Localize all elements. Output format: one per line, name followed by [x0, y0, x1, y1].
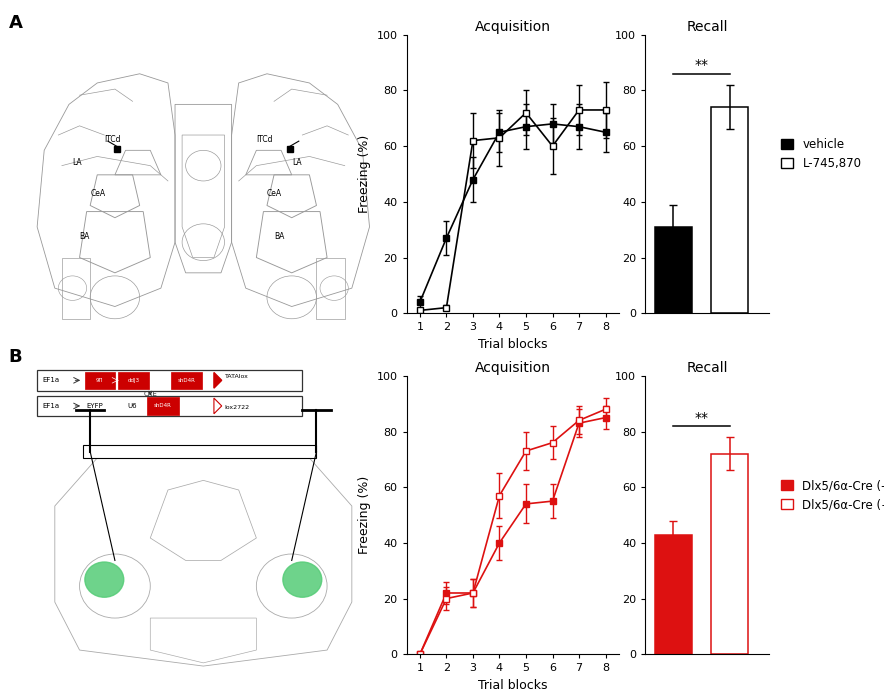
Y-axis label: Freezing (%): Freezing (%) — [358, 135, 371, 213]
Text: BA: BA — [80, 232, 90, 241]
Text: ddJ3: ddJ3 — [127, 378, 140, 383]
Title: Recall: Recall — [687, 361, 728, 374]
Text: **: ** — [695, 58, 709, 72]
Text: EYFP: EYFP — [87, 403, 103, 409]
Text: **: ** — [695, 411, 709, 425]
FancyBboxPatch shape — [147, 397, 179, 415]
FancyBboxPatch shape — [83, 445, 316, 458]
Text: EF1a: EF1a — [42, 403, 59, 409]
Bar — [712, 454, 748, 654]
Text: TATAlox: TATAlox — [225, 374, 248, 379]
FancyBboxPatch shape — [171, 372, 202, 389]
Text: LA: LA — [293, 158, 302, 167]
Text: B: B — [9, 348, 22, 366]
Text: CeA: CeA — [90, 189, 105, 198]
X-axis label: Trial blocks: Trial blocks — [478, 338, 547, 351]
Text: BA: BA — [274, 232, 285, 241]
Circle shape — [85, 562, 124, 597]
Y-axis label: Freezing (%): Freezing (%) — [358, 476, 371, 554]
Title: Recall: Recall — [687, 19, 728, 33]
Legend: Dlx5/6α-Cre (-), Dlx5/6α-Cre (+): Dlx5/6α-Cre (-), Dlx5/6α-Cre (+) — [781, 479, 884, 511]
FancyBboxPatch shape — [37, 370, 302, 390]
FancyBboxPatch shape — [37, 395, 302, 416]
Text: CeA: CeA — [267, 189, 282, 198]
Title: Acquisition: Acquisition — [475, 19, 551, 33]
Text: U6: U6 — [127, 403, 137, 409]
Text: CRE: CRE — [143, 390, 157, 397]
Text: LA: LA — [72, 158, 82, 167]
Text: shD4R: shD4R — [154, 404, 171, 409]
FancyBboxPatch shape — [85, 372, 115, 389]
Legend: vehicle, L-745,870: vehicle, L-745,870 — [781, 138, 861, 170]
Polygon shape — [214, 372, 222, 388]
Text: ITCd: ITCd — [256, 135, 273, 144]
Bar — [712, 107, 748, 313]
Circle shape — [283, 562, 322, 597]
X-axis label: Trial blocks: Trial blocks — [478, 679, 547, 692]
Bar — [655, 227, 692, 313]
Text: 9Π: 9Π — [96, 378, 103, 383]
Text: shD4R: shD4R — [178, 378, 195, 383]
Text: ITCd: ITCd — [104, 135, 121, 144]
Text: lox2722: lox2722 — [225, 405, 249, 410]
FancyBboxPatch shape — [118, 372, 149, 389]
Text: EF1a: EF1a — [42, 377, 59, 383]
Bar — [655, 535, 692, 654]
Text: A: A — [9, 14, 23, 32]
Title: Acquisition: Acquisition — [475, 361, 551, 374]
